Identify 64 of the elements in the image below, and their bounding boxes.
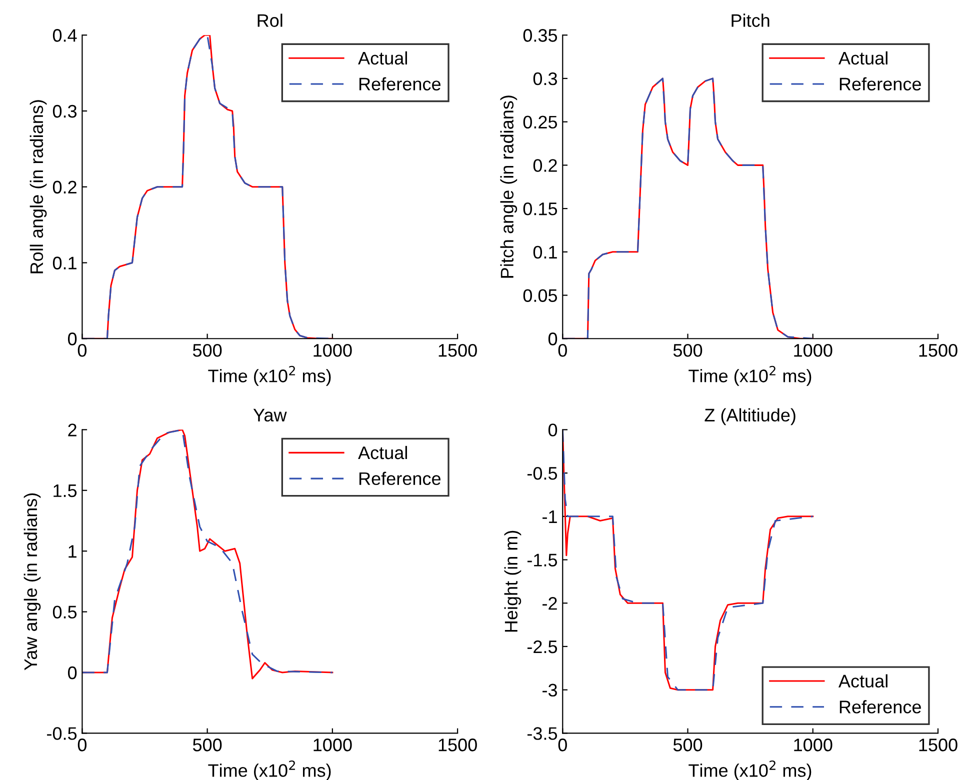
y-tick-label: -1.5 [527,554,558,566]
line-series [562,430,814,691]
y-tick-label: 0.2 [52,180,76,194]
x-tick-label: 0 [78,738,87,752]
legend-label: Actual [358,446,407,460]
y-tick-label: -0.5 [527,466,558,480]
legend-label: Actual [358,51,407,65]
x-axis-title: Time (x10$^{2}$ ms) [688,760,812,780]
y-tick-label: -3.5 [527,727,558,740]
y-tick-label: 1 [68,545,76,558]
x-tick-label: 500 [192,738,222,752]
y-tick-label: 2 [68,424,76,436]
legend-label: Reference [840,700,921,714]
y-tick-label: 0.4 [52,29,77,42]
y-tick-label: 0.05 [523,289,558,302]
y-tick-label: 0.25 [523,116,558,129]
y-axis-title: Height (in m) [504,530,522,632]
y-tick-label: 0 [548,424,558,436]
x-axis-title: Time (x10$^{2}$ ms) [208,366,331,386]
x-tick-label: 1500 [438,344,477,357]
y-tick-label: 0.1 [533,246,557,259]
legend-label: Reference [840,77,921,90]
y-tick-label: 0.35 [523,29,558,42]
x-axis-title: Time (x10$^{2}$ ms) [688,366,812,386]
y-tick-label: 0.1 [52,256,76,270]
y-tick-label: 0 [548,332,558,346]
y-tick-label: 0.3 [533,72,557,86]
y-tick-label: 0 [68,666,77,680]
y-tick-label: -3 [542,684,557,697]
y-tick-label: -2.5 [527,640,558,654]
x-tick-label: 1000 [794,738,832,752]
y-tick-label: -2 [542,597,557,610]
chart-title: Z (Altitiude) [704,408,796,426]
y-tick-label: -1 [542,510,557,523]
x-tick-label: 1000 [314,738,352,752]
x-tick-label: 1000 [794,344,832,357]
x-tick-label: 500 [673,738,702,752]
x-tick-label: 0 [558,344,567,357]
x-tick-label: 1500 [919,738,958,752]
y-tick-label: 0 [68,332,77,346]
x-tick-label: 500 [192,344,222,357]
y-axis-title: Yaw angle (in radians) [24,493,41,670]
y-tick-label: -0.5 [47,727,77,740]
legend-label: Actual [838,674,888,688]
chart-title: Yaw [253,408,287,422]
x-tick-label: 1500 [919,344,958,357]
y-axis-title: Pitch angle (in radians) [500,96,518,278]
legend-label: Reference [359,472,440,486]
x-tick-label: 0 [78,344,87,357]
y-tick-label: 0.5 [52,606,77,619]
x-tick-label: 0 [558,738,567,752]
x-tick-label: 1000 [314,344,352,357]
y-tick-label: 1.5 [54,484,77,498]
x-tick-label: 500 [673,344,702,357]
legend-label: Actual [838,51,888,65]
y-tick-label: 0.15 [523,202,558,216]
chart-title: Pitch [732,14,770,27]
y-axis-title: Roll angle (in radians) [30,100,47,274]
y-tick-label: 0.2 [533,159,557,172]
x-axis-title: Time (x10$^{2}$ ms) [208,760,331,780]
legend-label: Reference [359,77,440,90]
y-tick-label: 0.3 [52,104,77,118]
x-tick-label: 1500 [438,738,477,752]
chart-title: Rol [258,14,282,27]
